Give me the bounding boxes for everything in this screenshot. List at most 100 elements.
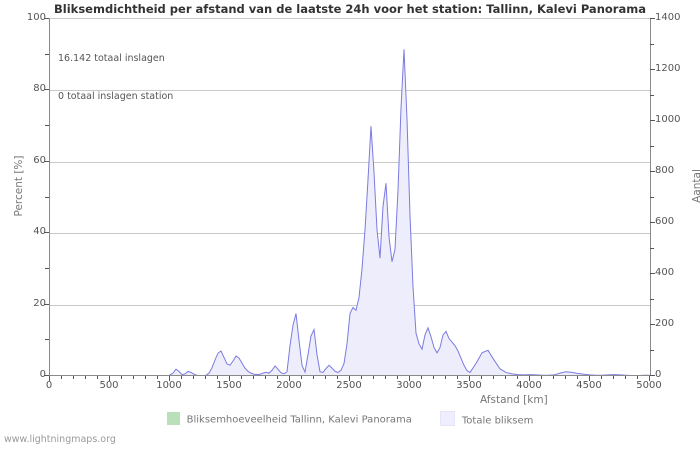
y-axis-left-minor-tick [45,339,49,341]
y-axis-left-tick-label: 60 [33,154,46,166]
y-axis-right-tick-label: 600 [655,216,675,227]
chart-legend: Bliksemhoeveelheid Tallinn, Kalevi Panor… [0,411,700,427]
y-axis-left-tick-mark [44,375,49,376]
y-axis-right-minor-tick [650,43,654,45]
x-axis-tick-label: 500 [99,380,119,391]
legend-item[interactable]: Totale bliksem [439,411,534,427]
x-axis-minor-tick [361,376,362,379]
y-axis-right-minor-tick [650,94,654,96]
x-axis-tick-mark [349,376,350,381]
x-axis-tick-mark [169,376,170,381]
y-axis-right-tick-mark [650,375,655,376]
y-axis-left-minor-tick [45,267,49,269]
y-axis-left-tick-label: 100 [26,12,46,23]
x-axis-minor-tick [397,376,398,379]
x-axis-minor-tick [157,376,158,379]
y-axis-left-minor-tick [45,196,49,198]
x-axis-minor-tick [217,376,218,379]
plot-area [49,18,651,376]
x-axis-tick-mark [289,376,290,381]
x-axis-minor-tick [301,376,302,379]
annotation-total-strikes: 16.142 totaal inslagen [58,53,165,64]
legend-item[interactable]: Bliksemhoeveelheid Tallinn, Kalevi Panor… [166,412,412,426]
x-axis-tick-mark [589,376,590,381]
y-axis-right-minor-tick [650,247,654,249]
x-axis-minor-tick [433,376,434,379]
x-axis-tick-label: 1000 [156,380,182,391]
y-axis-left-tick-mark [44,18,49,19]
x-axis-minor-tick [493,376,494,379]
y-axis-right-minor-tick [650,145,654,147]
x-axis-minor-tick [337,376,338,379]
series-area-fill [50,49,650,376]
x-axis-minor-tick [73,376,74,379]
y-axis-left-tick-mark [44,232,49,234]
x-axis-minor-tick [313,376,314,379]
x-axis-minor-tick [193,376,194,379]
chart-series-total-lightning [50,49,650,376]
x-axis-minor-tick [97,376,98,379]
x-axis-tick-label: 4000 [516,380,542,391]
y-axis-right-tick-mark [650,222,655,223]
y-axis-left-tick-label: 0 [39,369,46,380]
legend-label: Totale bliksem [461,415,534,427]
y-axis-right-tick-mark [650,120,655,121]
y-axis-left-minor-tick [45,53,49,55]
x-axis-label: Afstand [km] [480,394,548,406]
x-axis-minor-tick [613,376,614,379]
x-axis-line [49,375,650,376]
annotation-station-strikes: 0 totaal inslagen station [58,90,174,102]
x-axis-minor-tick [121,376,122,379]
y-axis-left-tick-label: 80 [33,83,46,95]
x-axis-minor-tick [385,376,386,379]
annotation-box: 16.142 totaal inslagen 0 totaal inslagen… [58,28,173,116]
x-axis-minor-tick [61,376,62,379]
y-axis-right-tick-label: 800 [655,165,675,176]
y-axis-left-tick-label: 20 [33,297,46,309]
x-axis-tick-label: 2500 [336,380,362,391]
x-axis-minor-tick [481,376,482,379]
y-axis-right-tick-label: 1200 [655,63,681,74]
x-axis-minor-tick [277,376,278,379]
x-axis-minor-tick [517,376,518,379]
x-axis-minor-tick [133,376,134,379]
x-axis-minor-tick [601,376,602,379]
x-axis-minor-tick [457,376,458,379]
x-axis-tick-mark [409,376,410,381]
x-axis-minor-tick [265,376,266,379]
y-axis-left-tick-label: 40 [33,226,46,238]
x-axis-minor-tick [565,376,566,379]
x-axis-minor-tick [85,376,86,379]
x-axis-tick-label: 3500 [456,380,482,391]
x-axis-tick-mark [229,376,230,381]
y-axis-right-minor-tick [650,298,654,300]
y-axis-left-minor-tick [45,125,49,127]
gridline [50,305,650,306]
x-axis-minor-tick [553,376,554,379]
x-axis-minor-tick [445,376,446,379]
x-axis-minor-tick [373,376,374,379]
x-axis-tick-label: 3000 [396,380,422,391]
gridline [50,233,650,234]
y-axis-right-tick-label: 0 [655,369,662,380]
x-axis-tick-mark [529,376,530,381]
x-axis-minor-tick [541,376,542,379]
legend-label: Bliksemhoeveelheid Tallinn, Kalevi Panor… [186,414,412,426]
x-axis-tick-mark [469,376,470,381]
x-axis-tick-mark [649,376,650,381]
legend-swatch [439,411,455,426]
y-axis-left-tick-mark [44,303,49,305]
y-axis-left-tick-mark [44,89,49,91]
footer-attribution: www.lightningmaps.org [4,434,116,445]
y-axis-right-tick-mark [650,18,655,19]
x-axis-tick-label: 0 [45,380,53,391]
gridline [50,162,650,163]
y-axis-left-tick-mark [44,160,49,162]
y-axis-right-tick-mark [650,69,655,70]
x-axis-minor-tick [625,376,626,379]
gridline [50,90,650,91]
x-axis-minor-tick [253,376,254,379]
x-axis-minor-tick [637,376,638,379]
series-line [50,49,650,376]
y-axis-right-minor-tick [650,196,654,198]
